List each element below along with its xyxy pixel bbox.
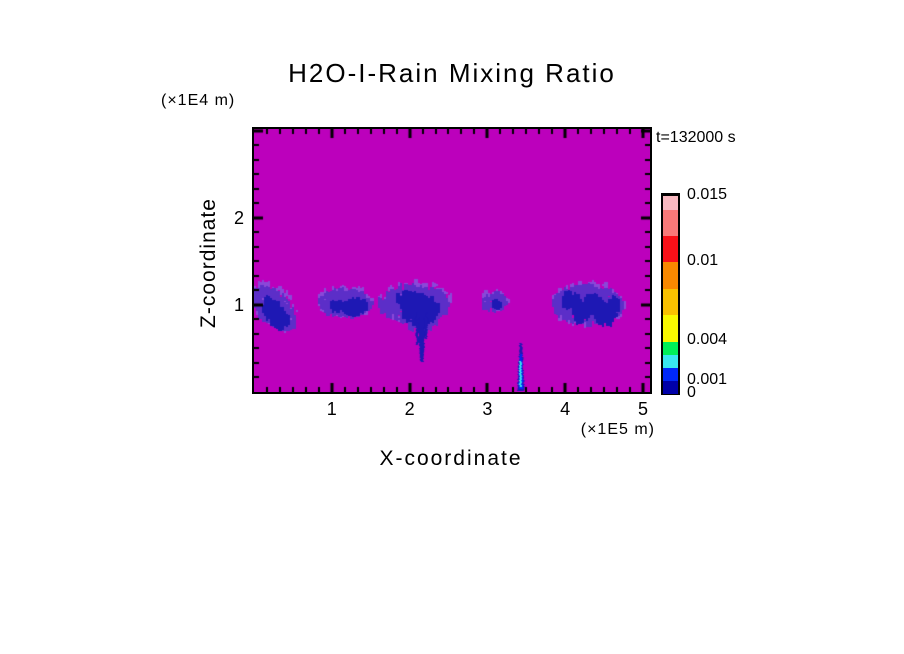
colorbar-segment — [663, 366, 678, 382]
x-tick-label: 5 — [637, 399, 648, 419]
y-tick-label: 2 — [233, 207, 244, 228]
colorbar — [661, 193, 680, 395]
colorbar-tick-label: 0.01 — [687, 252, 719, 269]
x-axis-units-label: (×1E5 m) — [580, 421, 655, 438]
mixing-ratio-field-canvas — [254, 129, 650, 392]
colorbar-tick-label: 0.001 — [687, 370, 728, 388]
colorbar-tick-label: 0 — [687, 384, 696, 401]
colorbar-segment — [663, 379, 678, 395]
colorbar-segment — [663, 287, 678, 316]
z-axis-label: Z-coordinate — [197, 198, 220, 328]
x-tick-label: 2 — [404, 399, 415, 419]
chart-title: H2O-I-Rain Mixing Ratio — [288, 58, 616, 88]
x-tick-label: 3 — [482, 399, 493, 419]
colorbar-segment — [663, 340, 678, 355]
colorbar-tick-label: 0.004 — [687, 331, 728, 349]
colorbar-segment — [663, 353, 678, 369]
x-tick-label: 4 — [560, 399, 571, 419]
plot-area — [252, 127, 652, 394]
x-tick-label: 1 — [326, 399, 337, 419]
z-axis-units-label: (×1E4 m) — [161, 92, 236, 109]
x-axis-label: X-coordinate — [379, 447, 523, 470]
y-tick-label: 1 — [233, 294, 244, 315]
time-label: t=132000 s — [656, 129, 736, 146]
colorbar-segment — [663, 234, 678, 263]
colorbar-segment — [663, 195, 678, 210]
colorbar-segment — [663, 261, 678, 289]
colorbar-segment — [663, 208, 678, 237]
colorbar-tick-label: 0.015 — [687, 186, 728, 203]
colorbar-segment — [663, 313, 678, 342]
